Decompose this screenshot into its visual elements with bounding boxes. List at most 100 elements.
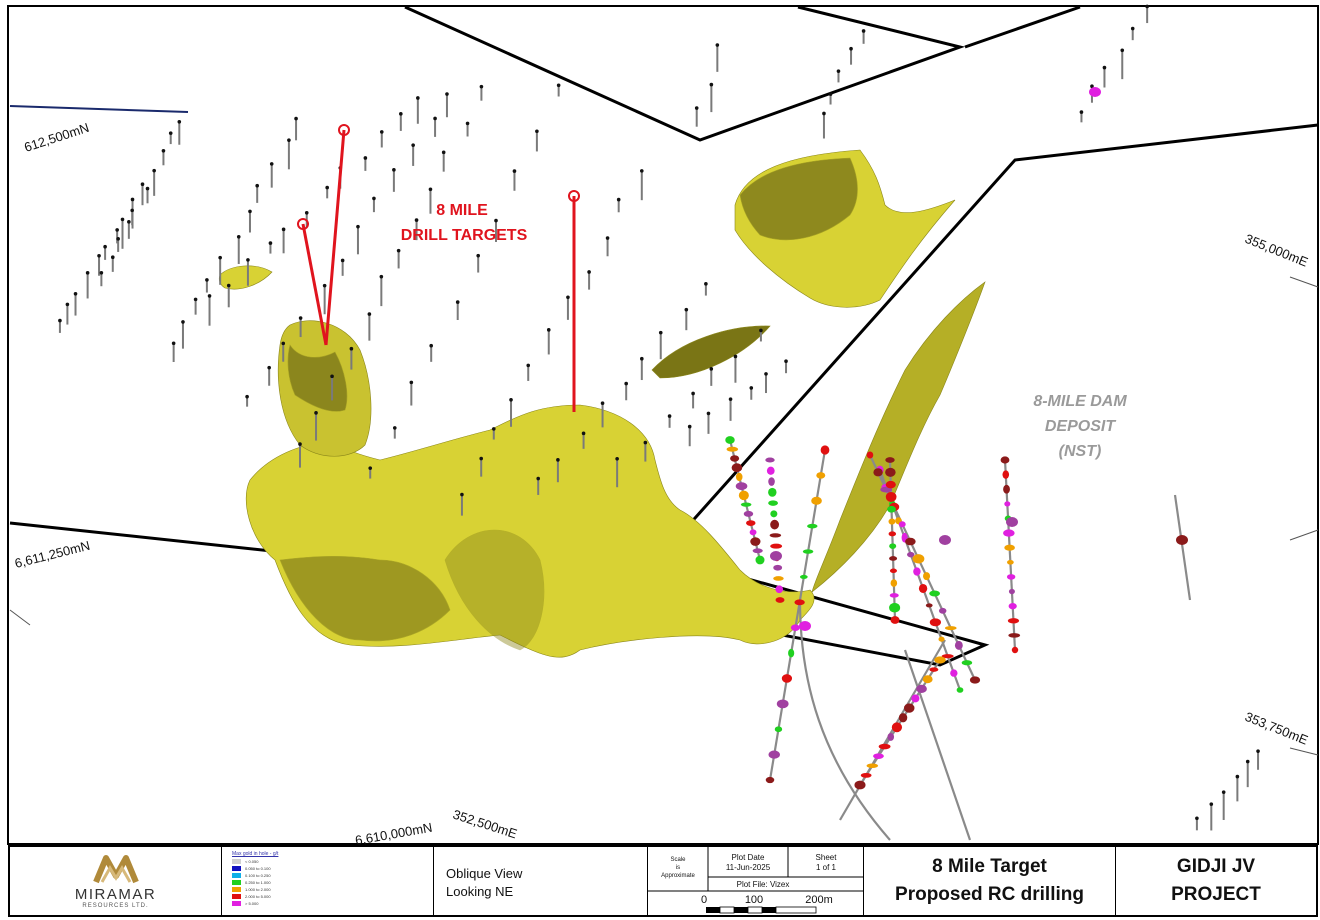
assay-intercept: [730, 455, 740, 462]
drill-hole-collar: [99, 271, 104, 275]
assay-intercept: [794, 599, 805, 606]
drill-hole-collar: [73, 291, 78, 296]
drill-hole-collar: [116, 237, 120, 241]
assay-intercept: [1006, 574, 1016, 580]
assay-intercept: [954, 640, 963, 650]
assay-intercept: [775, 597, 785, 603]
assay-intercept: [735, 482, 748, 491]
drill-hole-collar: [455, 300, 460, 304]
drill-hole-collar: [441, 150, 446, 155]
drill-hole-collar: [392, 426, 397, 430]
drill-hole-collar: [1221, 790, 1226, 794]
drill-hole-collar: [536, 476, 541, 481]
grid-tick: [1289, 747, 1319, 756]
assay-intercept: [889, 602, 901, 613]
drill-hole-collar: [1235, 774, 1240, 779]
assay-intercept: [898, 521, 906, 528]
assay-intercept: [1004, 501, 1011, 507]
legend-swatch: [232, 859, 241, 864]
orebody-main-shade: [279, 555, 451, 642]
assay-intercept: [929, 618, 941, 627]
assay-intercept: [888, 518, 896, 525]
drill-hole-collar: [246, 258, 250, 262]
assay-intercept: [890, 616, 900, 624]
assay-intercept: [790, 624, 800, 632]
drill-hole-collar: [356, 224, 360, 229]
assay-intercept: [922, 675, 933, 684]
assay-intercept: [912, 554, 925, 564]
drill-hole-collar: [429, 343, 433, 348]
legend-label: 2.000 to 5.000: [245, 894, 271, 899]
legend-item: 0.050 to 0.100: [232, 865, 433, 872]
drill-hole-collar: [340, 258, 345, 263]
assay-intercept: [1008, 588, 1015, 595]
drill-hole-collar: [556, 83, 561, 88]
drill-hole-collar: [581, 431, 586, 436]
drill-hole-collar: [140, 182, 145, 186]
drill-hole-collar: [715, 43, 720, 47]
assay-intercept: [866, 763, 879, 769]
legend-item: 0.250 to 1.000: [232, 879, 433, 886]
drill-hole-collar: [349, 346, 354, 351]
drill-hole-collar: [1130, 26, 1135, 31]
drill-hole-collar: [171, 341, 176, 346]
assay-intercept: [769, 533, 782, 538]
drill-hole-collar: [704, 282, 708, 286]
assay-intercept: [873, 468, 883, 477]
drill-hole-collar: [728, 397, 733, 401]
drill-hole-collar: [85, 271, 90, 275]
drill-hole-collar: [298, 442, 302, 446]
drill-hole-collar: [287, 138, 291, 142]
assay-intercept: [885, 491, 897, 502]
legend-swatch: [232, 866, 241, 871]
assay-intercept: [1003, 484, 1010, 494]
assay-intercept: [887, 505, 896, 513]
assay-intercept: [768, 477, 775, 486]
legend-swatch: [232, 880, 241, 885]
drill-hole-collar: [445, 92, 449, 96]
proposed-hole-1: [324, 129, 346, 346]
drill-hole-collar: [1256, 749, 1260, 753]
drill-hole-collar: [226, 283, 231, 288]
assay-intercept: [799, 621, 811, 631]
drill-hole-collar: [322, 283, 327, 288]
assay-intercept: [770, 551, 782, 561]
assay-intercept: [775, 585, 784, 594]
assay-intercept: [1000, 456, 1010, 464]
legend-swatch: [232, 887, 241, 892]
drill-hole-collar: [687, 424, 692, 429]
scale-bar-100: 100: [744, 894, 764, 906]
logo-cell: MIRAMAR RESOURCES LTD.: [10, 847, 222, 915]
grid-label-355000e: 355,000mE: [1243, 231, 1311, 270]
assay-intercept: [768, 487, 777, 497]
assay-intercept: [956, 687, 964, 693]
assay-intercept: [773, 576, 784, 581]
drill-hole-collar: [643, 440, 648, 445]
assay-intercept: [768, 750, 780, 759]
plot-date-value: 11-Jun-2025: [725, 863, 771, 872]
assay-intercept: [913, 567, 921, 576]
drill-hole-collar: [379, 274, 384, 279]
project-line1: GIDJI JV: [1176, 856, 1256, 877]
proposed-collar-3: [568, 190, 580, 202]
drill-hole-collar: [379, 130, 384, 134]
assay-intercept: [889, 568, 897, 573]
assay-intercept: [950, 669, 958, 677]
drill-hole-collar: [546, 328, 551, 332]
legend-label: < 0.050: [245, 859, 259, 864]
drill-hole-collar: [667, 414, 672, 418]
assay-intercept: [898, 713, 908, 723]
drill-hole-collar: [368, 466, 373, 470]
assay-intercept: [765, 776, 775, 784]
drill-hole-collar: [1209, 802, 1214, 806]
plot-info-cell: Scale is Approximate Plot Date 11-Jun-20…: [648, 847, 864, 915]
sheet-value: 1 of 1: [815, 863, 836, 872]
assay-intercept: [925, 603, 933, 608]
drill-hole-collar: [684, 307, 689, 312]
logo-name: MIRAMAR: [74, 885, 157, 903]
assay-intercept: [755, 555, 765, 565]
miramar-logo-icon: [92, 854, 139, 883]
orebody-main-shade-2: [444, 529, 545, 651]
assay-intercept: [885, 467, 896, 477]
